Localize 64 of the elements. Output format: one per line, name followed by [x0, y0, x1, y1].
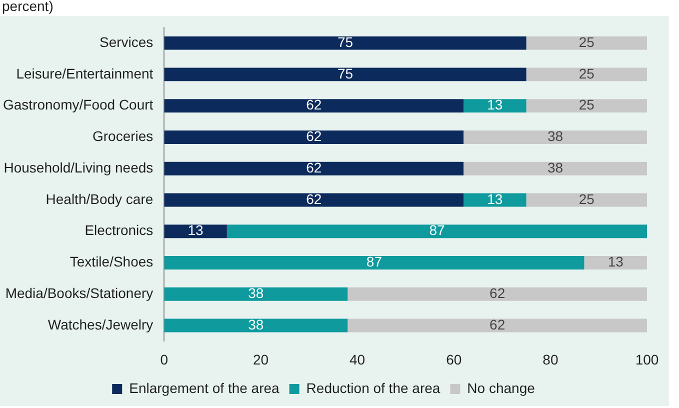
- data-label: 13: [188, 222, 204, 238]
- bar: [464, 162, 647, 176]
- text: percent): [1, 0, 54, 14]
- x-tick-label: 80: [542, 351, 558, 368]
- legend-label: No change: [467, 380, 536, 396]
- data-label: 13: [487, 96, 503, 113]
- data-label: 62: [306, 190, 322, 207]
- data-label: 13: [608, 254, 624, 270]
- data-label: 62: [490, 316, 506, 332]
- bar: [526, 193, 647, 207]
- data-label: 38: [547, 159, 564, 176]
- bar: [526, 99, 647, 113]
- y-tick-label: Gastronomy/Food Court: [3, 96, 154, 113]
- data-label: 75: [337, 34, 354, 50]
- x-tick-label: 60: [446, 351, 462, 368]
- bar: [584, 256, 647, 270]
- data-label: 13: [487, 190, 503, 207]
- data-label: 25: [578, 34, 595, 50]
- bar: [164, 193, 464, 207]
- data-label: 25: [578, 65, 595, 82]
- data-label: 62: [490, 284, 506, 301]
- bar: [164, 256, 584, 270]
- y-tick-label: Media/Books/Stationery: [5, 284, 154, 301]
- bar: [164, 68, 526, 82]
- data-label: 62: [306, 128, 322, 144]
- data-label: 38: [547, 128, 564, 144]
- x-tick-label: 100: [635, 351, 659, 368]
- bar: [526, 36, 647, 50]
- x-tick-label: 40: [350, 351, 366, 368]
- bar: [164, 36, 526, 50]
- bar: [226, 224, 647, 238]
- bar: [164, 318, 348, 332]
- data-label: 25: [578, 190, 595, 207]
- data-label: 75: [337, 65, 354, 82]
- data-label: 87: [429, 222, 445, 238]
- legend-label: Reduction of the area: [306, 380, 440, 396]
- y-tick-label: Health/Body care: [46, 190, 154, 207]
- y-tick-label: Watches/Jewelry: [48, 316, 154, 332]
- y-tick-label: Leisure/Entertainment: [16, 65, 154, 82]
- bar: [164, 287, 348, 301]
- bar: [348, 287, 647, 301]
- data-label: 62: [306, 96, 322, 113]
- data-label: 87: [366, 254, 382, 270]
- y-tick-label: Textile/Shoes: [70, 254, 154, 270]
- data-label: 38: [248, 316, 264, 332]
- y-tick-label: Groceries: [92, 128, 154, 144]
- bar: [164, 224, 227, 238]
- bar: [348, 318, 647, 332]
- bar: [526, 68, 647, 82]
- legend-label: Enlargement of the area: [129, 380, 280, 396]
- y-tick-label: Services: [99, 34, 154, 50]
- x-tick-label: 20: [252, 351, 269, 368]
- data-label: 62: [306, 159, 322, 176]
- y-tick-label: Household/Living needs: [4, 159, 154, 176]
- bar: [464, 130, 647, 144]
- x-tick-label: 0: [160, 351, 168, 368]
- bar: [464, 99, 526, 113]
- bar: [464, 193, 526, 207]
- bar: [164, 130, 464, 144]
- data-label: 38: [248, 284, 264, 301]
- y-tick-label: Electronics: [84, 222, 154, 238]
- bar: [164, 162, 464, 176]
- data-label: 25: [578, 96, 595, 113]
- bar: [164, 99, 464, 113]
